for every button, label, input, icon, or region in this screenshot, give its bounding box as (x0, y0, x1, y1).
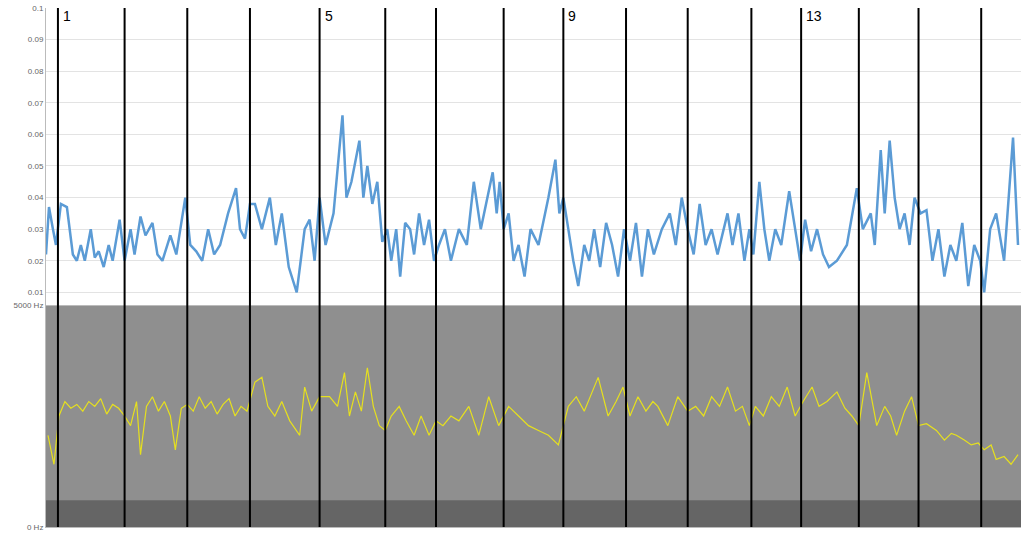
svg-text:0.03: 0.03 (28, 225, 44, 234)
svg-text:0.02: 0.02 (28, 257, 44, 266)
svg-text:0.04: 0.04 (28, 193, 44, 202)
svg-text:0.07: 0.07 (28, 99, 44, 108)
svg-text:0 Hz: 0 Hz (27, 523, 43, 532)
svg-text:0.1: 0.1 (32, 4, 44, 13)
svg-text:0.05: 0.05 (28, 162, 44, 171)
svg-text:5: 5 (325, 8, 333, 24)
svg-text:1: 1 (63, 8, 71, 24)
svg-text:9: 9 (568, 8, 576, 24)
svg-text:0.08: 0.08 (28, 67, 44, 76)
svg-text:5000 Hz: 5000 Hz (14, 301, 44, 310)
svg-text:0.06: 0.06 (28, 130, 44, 139)
svg-text:0.09: 0.09 (28, 35, 44, 44)
svg-text:13: 13 (806, 8, 822, 24)
svg-text:0.01: 0.01 (28, 288, 44, 297)
